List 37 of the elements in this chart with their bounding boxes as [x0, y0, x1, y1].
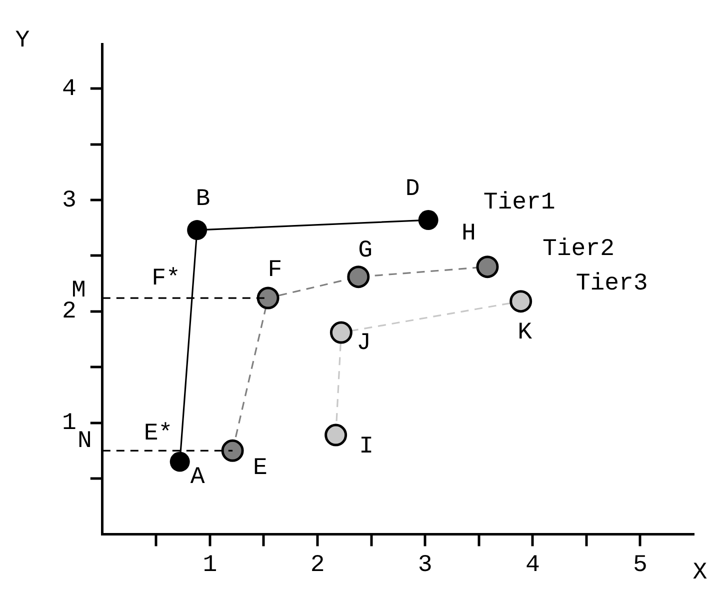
y-tick-label: 1	[62, 410, 76, 438]
x-tick-label: 3	[418, 552, 432, 579]
annotation: G	[358, 238, 373, 265]
y-tick-label: 2	[62, 298, 76, 326]
y-axis-title: Y	[15, 27, 30, 54]
point	[330, 321, 352, 344]
annotation: E	[252, 454, 268, 482]
x-tick-label: 4	[525, 552, 540, 579]
point	[187, 220, 208, 240]
point	[324, 424, 348, 446]
x-tick-label: 5	[633, 552, 648, 579]
point	[256, 286, 280, 310]
y-tick-label: 3	[62, 187, 76, 214]
x-tick-label: 1	[202, 552, 218, 579]
series-label: Tier1	[483, 189, 556, 216]
annotation: N	[77, 428, 92, 456]
point	[347, 266, 370, 288]
x-tick-label: 2	[310, 552, 325, 579]
point	[221, 439, 244, 462]
annotation: B	[196, 186, 210, 213]
annotation: E*	[144, 420, 173, 448]
annotation: F*	[152, 266, 180, 293]
annotation: H	[462, 220, 476, 248]
annotation: A	[190, 464, 206, 491]
point	[476, 256, 499, 278]
y-tick-label: 4	[62, 76, 76, 103]
annotation: D	[405, 176, 420, 203]
point	[170, 452, 190, 472]
series-label: Tier2	[542, 236, 614, 264]
x-axis-title: X	[692, 560, 708, 587]
point	[418, 210, 438, 230]
point	[510, 290, 532, 313]
annotation: J	[356, 330, 372, 357]
series-label: Tier3	[576, 270, 648, 298]
annotation: I	[359, 433, 374, 460]
annotation: K	[518, 319, 533, 346]
annotation: F	[268, 256, 282, 284]
